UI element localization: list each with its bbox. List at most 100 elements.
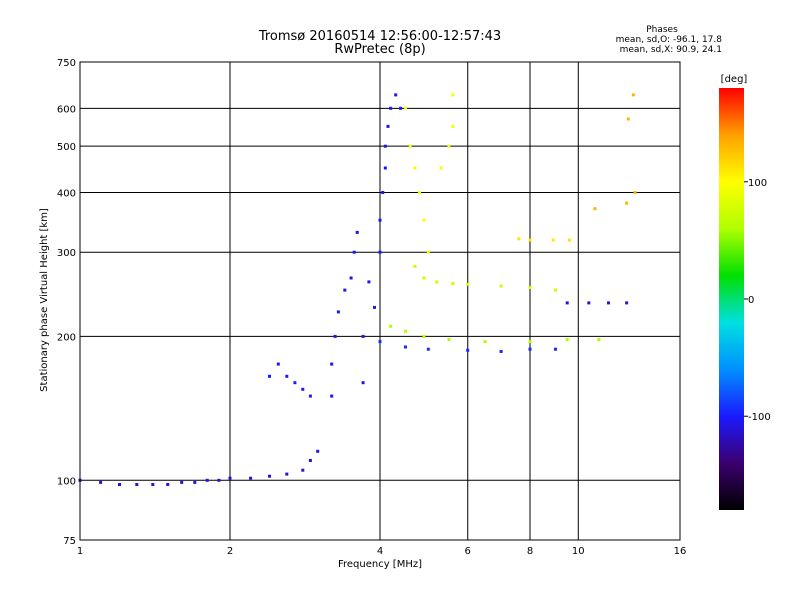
data-point bbox=[422, 218, 426, 222]
data-point bbox=[422, 276, 426, 280]
data-point bbox=[451, 282, 455, 285]
data-point bbox=[381, 191, 385, 194]
data-point bbox=[528, 340, 532, 344]
chart-subtitle: RwPretec (8p) bbox=[334, 42, 425, 57]
data-point bbox=[466, 348, 470, 352]
data-point bbox=[528, 238, 532, 242]
data-point bbox=[439, 166, 443, 170]
data-point bbox=[166, 483, 170, 486]
data-point bbox=[373, 305, 376, 309]
data-point bbox=[330, 394, 334, 398]
data-point bbox=[568, 238, 571, 242]
data-point bbox=[626, 117, 630, 121]
data-point bbox=[413, 166, 417, 170]
data-point bbox=[565, 338, 569, 341]
x-tick-label: 1 bbox=[77, 546, 83, 557]
data-point bbox=[193, 480, 197, 484]
y-tick-label: 500 bbox=[57, 142, 76, 153]
data-point bbox=[355, 230, 359, 234]
y-tick-label: 600 bbox=[57, 104, 76, 115]
data-point bbox=[308, 394, 312, 398]
data-point bbox=[308, 459, 312, 462]
data-point bbox=[352, 250, 356, 254]
data-point bbox=[426, 250, 430, 254]
data-point bbox=[361, 381, 365, 385]
stats-x-mode: mean, sd,X: 90.9, 24.1 bbox=[620, 45, 722, 55]
data-point bbox=[408, 144, 412, 148]
colorbar-tick-label: -100 bbox=[748, 412, 771, 423]
data-point bbox=[625, 201, 629, 205]
data-point bbox=[118, 483, 121, 486]
data-point bbox=[466, 282, 470, 286]
data-point bbox=[451, 93, 455, 97]
data-point bbox=[249, 476, 253, 480]
data-points bbox=[78, 93, 637, 486]
data-point bbox=[389, 106, 393, 110]
data-point bbox=[426, 347, 430, 351]
data-point bbox=[217, 478, 221, 482]
data-point bbox=[597, 338, 601, 341]
data-point bbox=[378, 218, 382, 222]
y-axis: 75 100 200 300 400 500 600 750 bbox=[57, 58, 76, 547]
data-point bbox=[205, 478, 209, 482]
data-point bbox=[180, 480, 184, 484]
colorbar bbox=[719, 88, 744, 510]
data-point bbox=[587, 301, 591, 305]
data-point bbox=[301, 468, 305, 472]
data-point bbox=[389, 324, 393, 328]
y-tick-label: 100 bbox=[57, 476, 76, 487]
data-point bbox=[517, 237, 521, 241]
data-point bbox=[336, 310, 340, 314]
data-point bbox=[447, 144, 451, 148]
x-tick-label: 4 bbox=[377, 546, 383, 557]
data-point bbox=[276, 362, 280, 366]
data-point bbox=[383, 144, 387, 148]
data-point bbox=[383, 166, 387, 170]
data-point bbox=[565, 301, 569, 305]
data-point bbox=[404, 106, 407, 110]
x-tick-label: 6 bbox=[465, 546, 471, 557]
data-point bbox=[301, 387, 305, 391]
data-point bbox=[386, 124, 390, 128]
data-point bbox=[404, 329, 407, 333]
data-point bbox=[349, 276, 353, 280]
data-point bbox=[285, 374, 289, 378]
data-point bbox=[268, 374, 271, 378]
y-tick-label: 750 bbox=[57, 58, 76, 69]
data-point bbox=[293, 381, 297, 385]
data-point bbox=[404, 345, 407, 349]
data-point bbox=[413, 265, 417, 268]
data-point bbox=[135, 483, 139, 486]
data-point bbox=[151, 483, 155, 486]
data-point bbox=[361, 334, 365, 338]
data-point bbox=[499, 350, 503, 353]
data-point bbox=[607, 301, 610, 305]
data-point bbox=[625, 301, 629, 305]
data-point bbox=[378, 340, 382, 344]
data-point bbox=[447, 338, 451, 341]
y-tick-label: 400 bbox=[57, 188, 76, 199]
data-point bbox=[554, 288, 557, 292]
data-point bbox=[316, 449, 320, 453]
data-point bbox=[422, 334, 426, 338]
data-point bbox=[551, 238, 555, 242]
y-axis-label: Stationary phase Virtual Height [km] bbox=[39, 208, 50, 392]
data-point bbox=[483, 340, 487, 344]
plot-frame bbox=[79, 61, 681, 541]
data-point bbox=[399, 106, 403, 110]
stats-o-mode: mean, sd,O: -96.1, 17.8 bbox=[616, 35, 723, 45]
colorbar-tick-label: 0 bbox=[748, 295, 754, 306]
data-point bbox=[285, 472, 289, 476]
data-point bbox=[228, 476, 232, 480]
x-axis: 1 2 4 6 8 10 16 bbox=[77, 546, 687, 557]
x-tick-label: 2 bbox=[227, 546, 233, 557]
data-point bbox=[268, 474, 271, 478]
data-point bbox=[343, 288, 347, 292]
colorbar-tick-label: 100 bbox=[748, 178, 767, 189]
x-tick-label: 16 bbox=[674, 546, 687, 557]
y-tick-label: 75 bbox=[63, 536, 76, 547]
data-point bbox=[418, 191, 421, 194]
stats-heading: Phases bbox=[646, 25, 678, 35]
data-point bbox=[528, 347, 532, 351]
